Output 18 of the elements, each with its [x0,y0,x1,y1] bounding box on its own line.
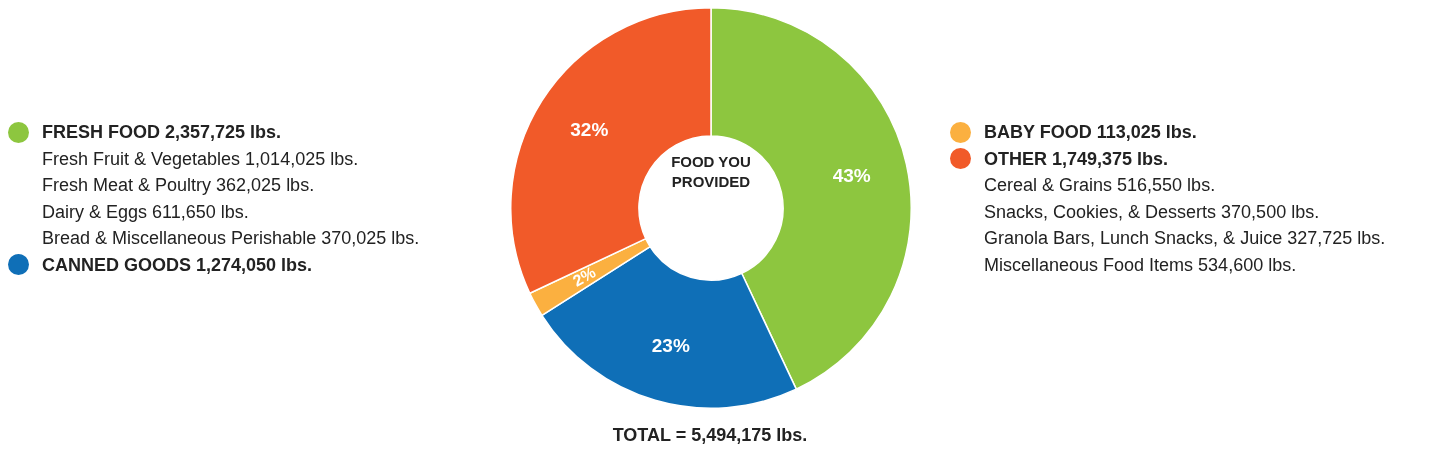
data-label: 32% [570,118,609,140]
legend-label: CANNED GOODS 1,274,050 lbs. [42,253,313,277]
legend-label: FRESH FOOD 2,357,725 lbs. [42,121,282,144]
text: Granola Bars, Lunch Snacks, & Juice 327,725 lbs. [983,227,1386,250]
text: Miscellaneous Food Items 534,600 lbs. [983,253,1298,277]
legend-label: BABY FOOD 113,025 lbs. [984,121,1197,144]
data-label: 43% [832,164,871,186]
legend-label: OTHER 1,749,375 lbs. [984,147,1169,171]
data-label: 23% [651,334,690,356]
text: Fresh Meat & Poultry 362,025 lbs. [41,174,316,197]
text: FOOD YOU PROVIDED [670,152,752,192]
text: Snacks, Cookies, & Desserts 370,500 lbs. [983,200,1321,224]
data-label: 2% [569,263,599,290]
text: Cereal & Grains 516,550 lbs. [983,174,1217,197]
text: Bread & Miscellaneous Perishable 370,025 lbs. [41,227,420,250]
text: Dairy & Eggs 611,650 lbs. [41,200,250,224]
text: TOTAL = 5,494,175 lbs. [611,425,809,446]
text: Fresh Fruit & Vegetables 1,014,025 lbs. [41,147,360,171]
